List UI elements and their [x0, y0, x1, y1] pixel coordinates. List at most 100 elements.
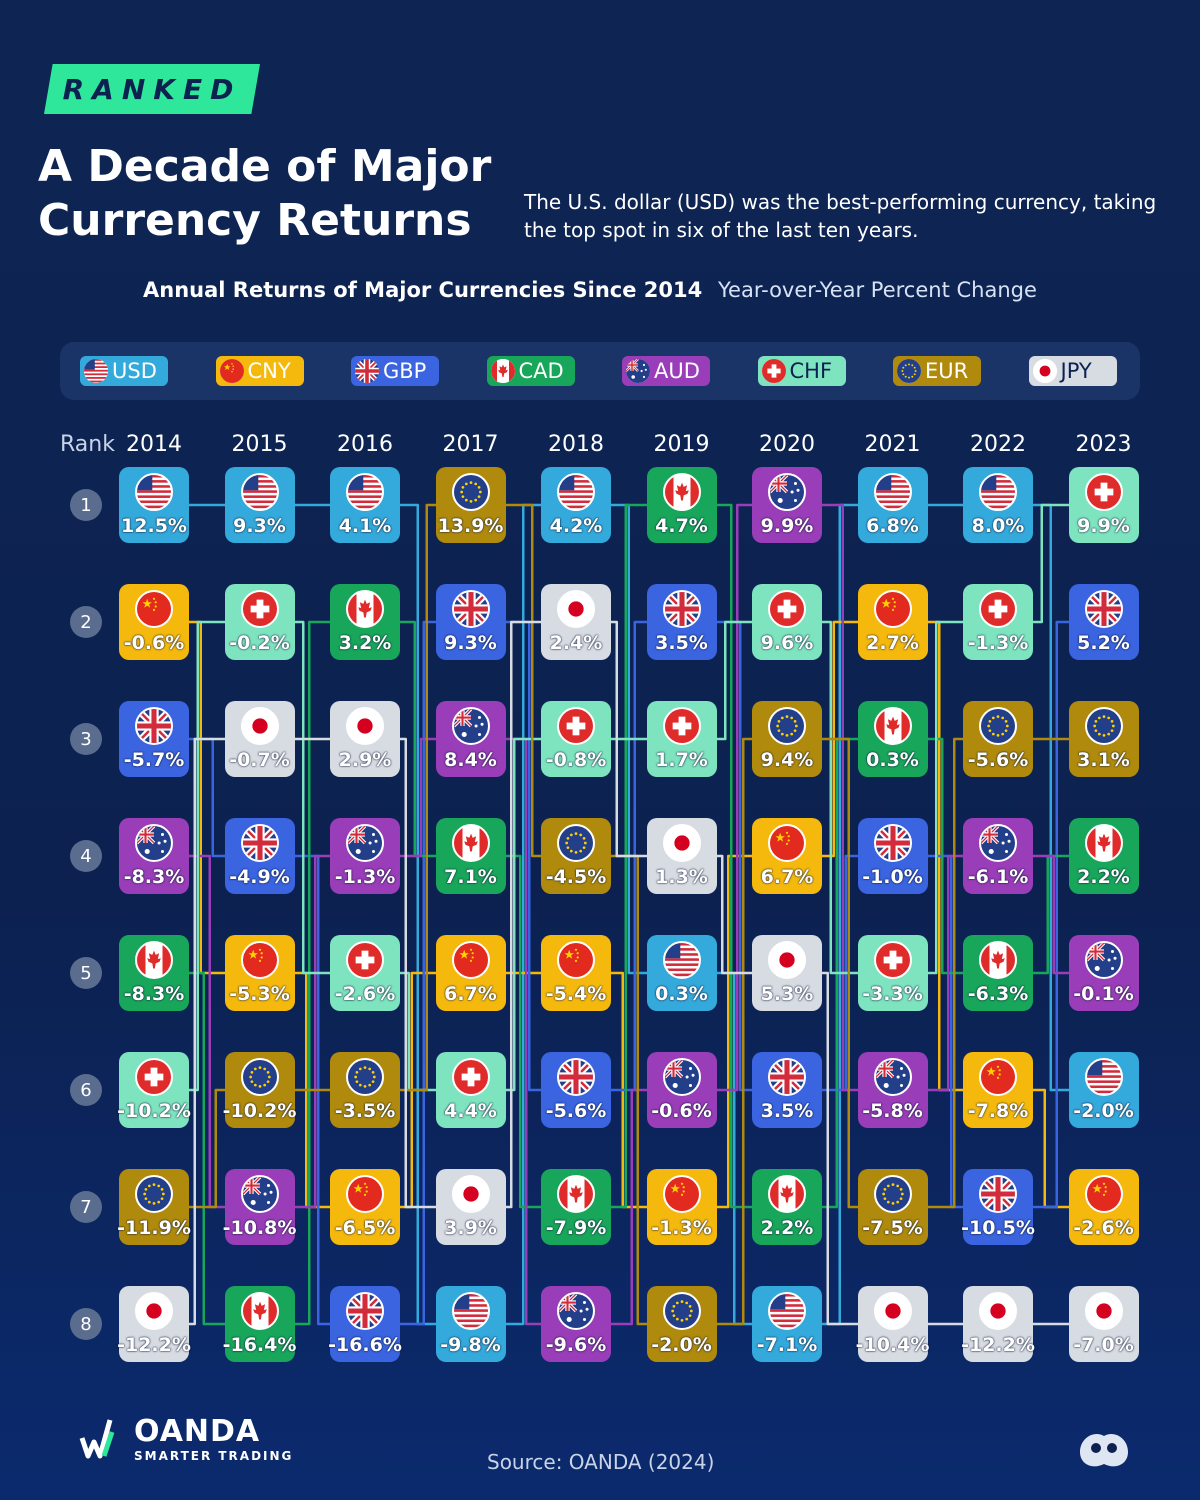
cell-2014-rank-1: 12.5% [119, 467, 189, 543]
cell-value: -16.6% [328, 1334, 402, 1356]
cell-2015-rank-4: -4.9% [224, 818, 295, 894]
canada-flag-icon [240, 1292, 279, 1330]
china-flag-icon [451, 941, 490, 979]
cell-value: 2.9% [338, 749, 392, 771]
year-label: 2016 [337, 432, 393, 457]
china-flag-icon [219, 359, 244, 383]
eu-flag-icon [873, 1175, 912, 1213]
cell-value: -6.3% [967, 983, 1029, 1005]
canada-flag-icon [490, 359, 515, 383]
cell-value: 1.7% [655, 749, 708, 771]
cell-value: -6.5% [334, 1217, 396, 1239]
uk-flag-icon [662, 590, 701, 628]
cell-value: 5.3% [760, 983, 814, 1005]
us-flag-icon [873, 473, 912, 511]
cell-value: 4.1% [338, 515, 392, 537]
eu-flag-icon [135, 1175, 173, 1213]
canada-flag-icon [346, 590, 384, 628]
eu-flag-icon [897, 359, 921, 383]
japan-flag-icon [135, 1292, 173, 1330]
canada-flag-icon [557, 1175, 595, 1213]
legend: USD CNY GBP CAD AUD CHF EUR JPY [60, 342, 1140, 400]
australia-flag-icon [768, 473, 806, 511]
cell-value: -7.9% [545, 1217, 607, 1239]
legend-item-chf: CHF [757, 356, 846, 386]
source-note: Source: OANDA (2024) [487, 1450, 715, 1474]
china-flag-icon [135, 590, 173, 628]
cell-2018-rank-5: -5.4% [541, 935, 611, 1011]
us-flag-icon [346, 473, 384, 511]
rank-number: 2 [70, 606, 102, 638]
oanda-logo-icon [78, 1416, 126, 1464]
australia-flag-icon [662, 1058, 701, 1096]
china-flag-icon [662, 1175, 701, 1213]
japan-flag-icon [979, 1292, 1017, 1330]
uk-flag-icon [355, 359, 379, 383]
australia-flag-icon [979, 824, 1017, 862]
cell-2016-rank-2: 3.2% [330, 584, 400, 660]
swiss-flag-icon [1084, 473, 1123, 511]
cell-2016-rank-4: -1.3% [330, 818, 400, 894]
cell-2023-rank-7: -2.6% [1068, 1169, 1139, 1245]
eu-flag-icon [662, 1292, 701, 1330]
cell-2018-rank-8: -9.6% [541, 1286, 611, 1362]
canada-flag-icon [768, 1175, 806, 1213]
legend-label: GBP [383, 359, 427, 383]
swiss-flag-icon [873, 941, 912, 979]
cell-2018-rank-2: 2.4% [541, 584, 611, 660]
cell-2019-rank-4: 1.3% [646, 818, 717, 894]
swiss-flag-icon [979, 590, 1017, 628]
cell-2014-rank-6: -10.2% [117, 1052, 191, 1128]
year-label: 2021 [864, 432, 921, 457]
us-flag-icon [240, 473, 279, 511]
cell-2018-rank-6: -5.6% [541, 1052, 611, 1128]
cell-value: -2.0% [651, 1334, 712, 1356]
cell-2021-rank-3: 0.3% [857, 701, 928, 777]
cell-2015-rank-7: -10.8% [222, 1169, 297, 1245]
cell-2021-rank-4: -1.0% [857, 818, 928, 894]
cell-2021-rank-8: -10.4% [856, 1286, 929, 1362]
canada-flag-icon [1084, 824, 1123, 862]
cell-value: 4.4% [444, 1100, 497, 1122]
australia-flag-icon [557, 1292, 595, 1330]
cell-value: -11.9% [117, 1217, 191, 1239]
cell-2019-rank-5: 0.3% [646, 935, 717, 1011]
cell-2017-rank-2: 9.3% [435, 584, 506, 660]
cell-value: -0.2% [229, 632, 290, 654]
legend-item-cny: CNY [215, 356, 304, 386]
cell-value: 9.3% [233, 515, 286, 537]
cell-2023-rank-3: 3.1% [1068, 701, 1139, 777]
legend-label: AUD [654, 359, 700, 383]
cell-2017-rank-8: -9.8% [435, 1286, 506, 1362]
cell-2023-rank-1: 9.9% [1068, 467, 1139, 543]
cell-value: 0.3% [655, 983, 708, 1005]
cell-value: 12.5% [121, 515, 187, 537]
legend-item-jpy: JPY [1028, 356, 1117, 386]
rank-header: Rank [60, 432, 115, 457]
cell-2022-rank-7: -10.5% [961, 1169, 1035, 1245]
japan-flag-icon [451, 1175, 490, 1213]
japan-flag-icon [346, 707, 384, 745]
cell-2021-rank-1: 6.8% [857, 467, 928, 543]
cell-2016-rank-8: -16.6% [328, 1286, 402, 1362]
cell-value: -3.5% [334, 1100, 396, 1122]
cell-2023-rank-8: -7.0% [1068, 1286, 1139, 1362]
eu-flag-icon [451, 473, 490, 511]
cell-value: -9.8% [440, 1334, 501, 1356]
cell-2014-rank-3: -5.7% [119, 701, 189, 777]
cell-2022-rank-4: -6.1% [963, 818, 1033, 894]
cell-2020-rank-8: -7.1% [752, 1286, 822, 1362]
cell-value: -12.2% [961, 1334, 1035, 1356]
cell-2019-rank-2: 3.5% [646, 584, 717, 660]
legend-label: CAD [518, 359, 564, 383]
australia-flag-icon [346, 824, 384, 862]
year-label: 2019 [653, 432, 710, 457]
cell-value: 3.2% [338, 632, 392, 654]
cell-2015-rank-1: 9.3% [224, 467, 295, 543]
cell-2016-rank-3: 2.9% [330, 701, 400, 777]
cell-value: 8.0% [971, 515, 1025, 537]
cell-value: -10.8% [222, 1217, 297, 1239]
line-aud [154, 503, 1104, 1326]
us-flag-icon [662, 941, 701, 979]
cell-value: -12.2% [117, 1334, 191, 1356]
